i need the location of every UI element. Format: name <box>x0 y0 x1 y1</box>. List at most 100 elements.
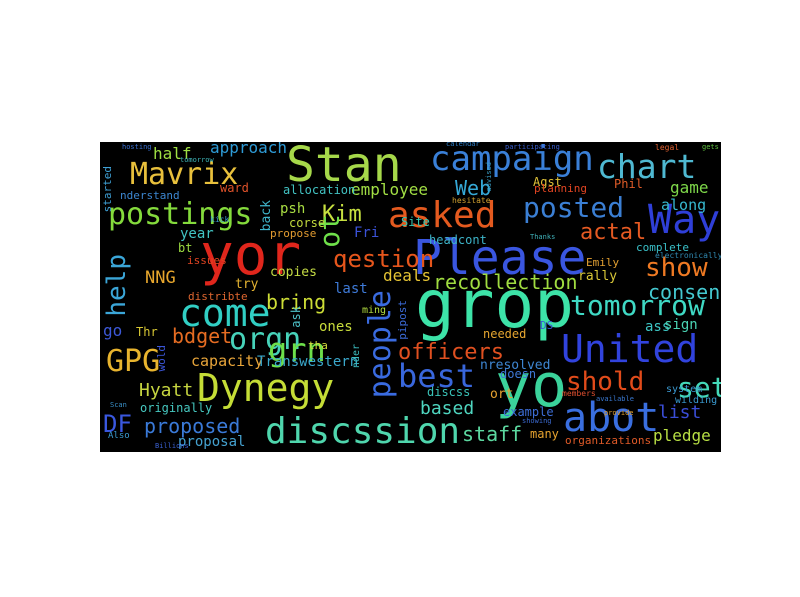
word: needed <box>483 327 527 341</box>
word: list <box>658 402 702 423</box>
word: Agst <box>533 175 562 189</box>
word: corse <box>289 216 326 230</box>
word: many <box>530 427 559 441</box>
word: propose <box>270 227 317 240</box>
word: discssion <box>265 411 461 452</box>
word: provide <box>604 409 634 417</box>
word: Fri <box>354 225 380 241</box>
word: abot <box>563 395 660 441</box>
word: Web <box>455 176 492 200</box>
word: shold <box>566 367 645 397</box>
word: tomorrow <box>570 289 705 322</box>
word: legal <box>655 143 680 152</box>
word: Dynegy <box>197 366 335 410</box>
word: ming <box>362 305 387 316</box>
word: hosting <box>122 143 152 151</box>
word: Site <box>401 215 430 229</box>
word: actal <box>580 220 647 245</box>
word: copies <box>270 265 317 280</box>
word: Also <box>108 431 130 441</box>
word: officers <box>398 340 504 365</box>
word: showing <box>522 417 552 425</box>
word: DF <box>103 410 132 438</box>
word: DS <box>540 319 554 332</box>
word: set <box>677 371 721 404</box>
word: participating <box>505 143 560 151</box>
word: nderstand <box>120 189 180 202</box>
word: ward <box>220 181 249 195</box>
word: calendar <box>446 142 480 148</box>
word: bring <box>266 290 327 314</box>
word: issues <box>187 254 227 267</box>
word: chart <box>597 147 697 186</box>
word: proposed <box>144 414 241 438</box>
word: posted <box>523 191 625 224</box>
word: postings <box>108 197 253 232</box>
word: approach <box>210 142 288 157</box>
word: system <box>666 384 703 395</box>
word: best <box>398 357 476 395</box>
word: pledge <box>653 426 711 445</box>
word: Kim <box>322 202 362 227</box>
word: Thr <box>136 325 158 339</box>
word: tomorrow <box>180 156 214 164</box>
word: employee <box>351 180 429 199</box>
word: headcont <box>429 233 487 247</box>
word: Emily <box>586 256 620 269</box>
word: bdget <box>172 324 233 348</box>
word: gets <box>702 143 719 151</box>
word: deals <box>383 266 432 285</box>
word: allocation <box>283 183 356 197</box>
word: grop <box>415 266 574 343</box>
word: planning <box>534 182 587 195</box>
word: organizations <box>565 434 652 447</box>
word: along <box>661 196 707 214</box>
word: Billions <box>155 442 189 450</box>
word: GPG <box>106 344 161 379</box>
word: discss <box>427 385 471 399</box>
word: United <box>561 327 699 371</box>
word: members <box>562 389 596 398</box>
word: year <box>180 226 214 242</box>
word: wilding <box>675 395 718 406</box>
word: Phil <box>614 177 643 191</box>
word: ort <box>490 387 514 402</box>
word: go <box>103 321 123 340</box>
word: complete <box>636 241 689 254</box>
word: Please <box>413 230 587 286</box>
word: try <box>235 277 259 292</box>
word: pipost <box>396 300 409 340</box>
word: originally <box>140 401 213 415</box>
word: distribte <box>188 290 248 303</box>
word: Scan <box>110 401 127 409</box>
word: hesitate <box>452 196 491 205</box>
word: psh <box>280 201 306 217</box>
word: ass <box>645 319 671 335</box>
word: orgn <box>229 322 302 357</box>
word: qestion <box>333 245 435 273</box>
word: advised <box>485 162 493 192</box>
word-cloud: Stan yor grop yo Please campaign chart M… <box>100 142 721 452</box>
word: example <box>503 405 554 419</box>
word: started <box>101 166 114 213</box>
word: help <box>102 254 132 317</box>
word: rally <box>578 269 618 284</box>
word: nder <box>351 344 362 369</box>
word: come <box>179 291 271 335</box>
word: ones <box>319 319 353 335</box>
word: Way <box>648 197 721 243</box>
word: yor <box>200 223 302 288</box>
word: wold <box>155 345 168 372</box>
word: available <box>596 395 634 403</box>
word: kick <box>210 215 230 224</box>
word: NNG <box>145 268 176 288</box>
word: show <box>645 253 708 283</box>
word: electronically <box>655 251 721 260</box>
word: bt <box>178 241 193 255</box>
word: proposal <box>178 434 246 450</box>
word: Thanks <box>530 233 556 241</box>
word: Mavrix <box>130 157 239 192</box>
word: based <box>420 398 475 419</box>
word: staff <box>462 422 523 446</box>
word: half <box>153 144 192 163</box>
